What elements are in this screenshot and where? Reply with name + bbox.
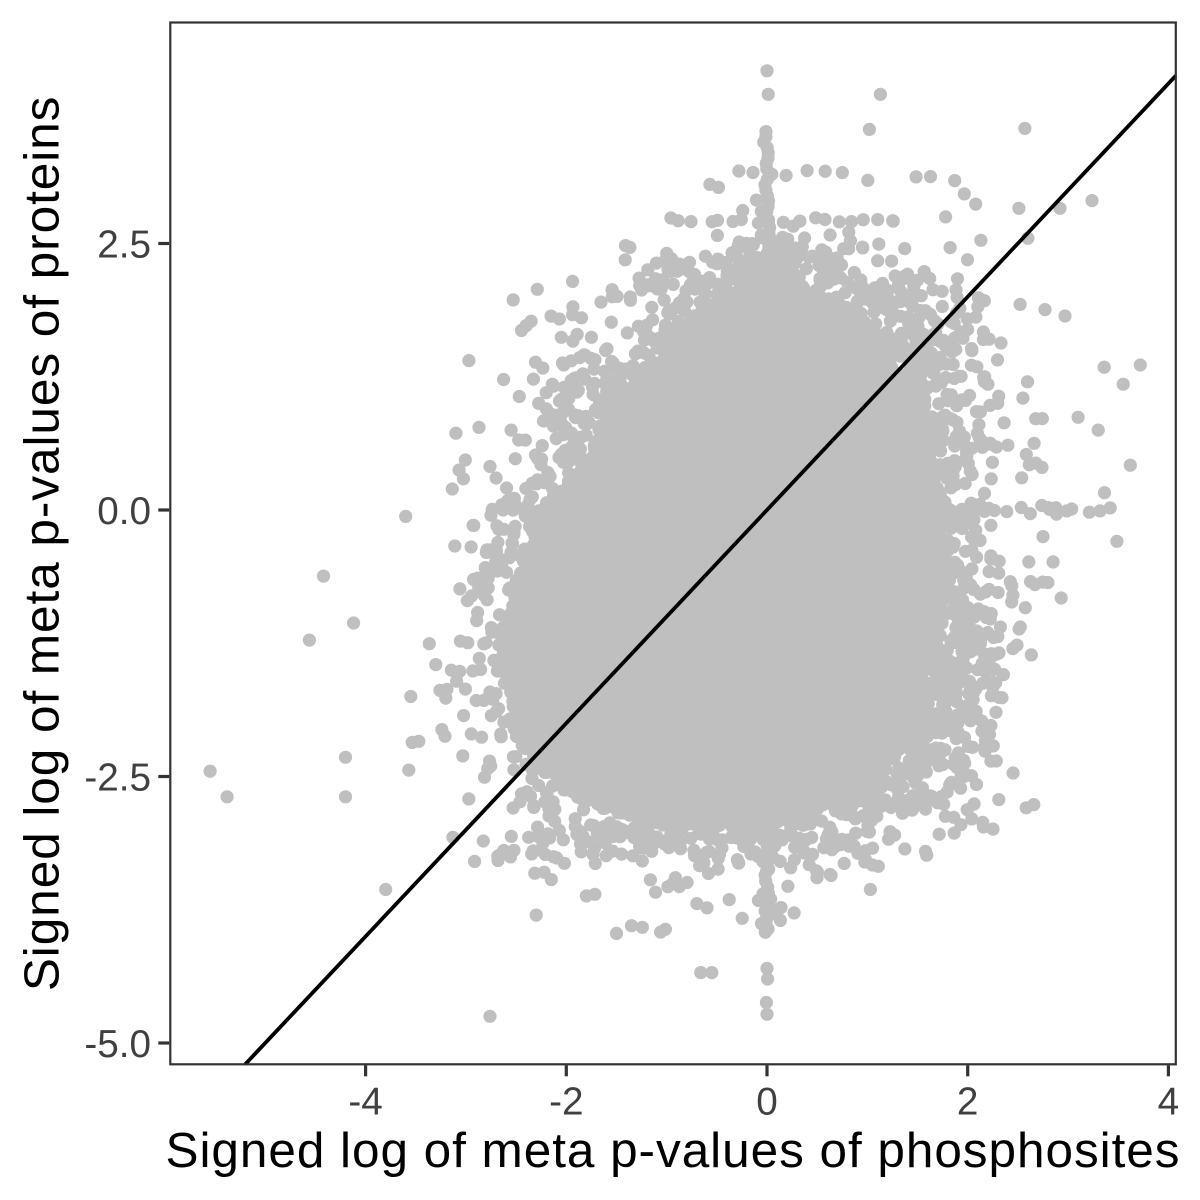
svg-text:Signed log of meta p-values of: Signed log of meta p-values of proteins [14, 96, 69, 992]
svg-text:Signed log of meta p-values of: Signed log of meta p-values of phosphosi… [166, 1123, 1181, 1178]
svg-text:-2: -2 [549, 1081, 583, 1124]
svg-text:-4: -4 [348, 1081, 382, 1124]
svg-text:0.0: 0.0 [97, 490, 151, 533]
svg-text:-5.0: -5.0 [84, 1023, 151, 1066]
svg-text:2.5: 2.5 [97, 224, 151, 267]
svg-text:2: 2 [957, 1081, 979, 1124]
svg-text:4: 4 [1158, 1081, 1180, 1124]
svg-text:0: 0 [756, 1081, 778, 1124]
svg-text:-2.5: -2.5 [84, 757, 151, 800]
